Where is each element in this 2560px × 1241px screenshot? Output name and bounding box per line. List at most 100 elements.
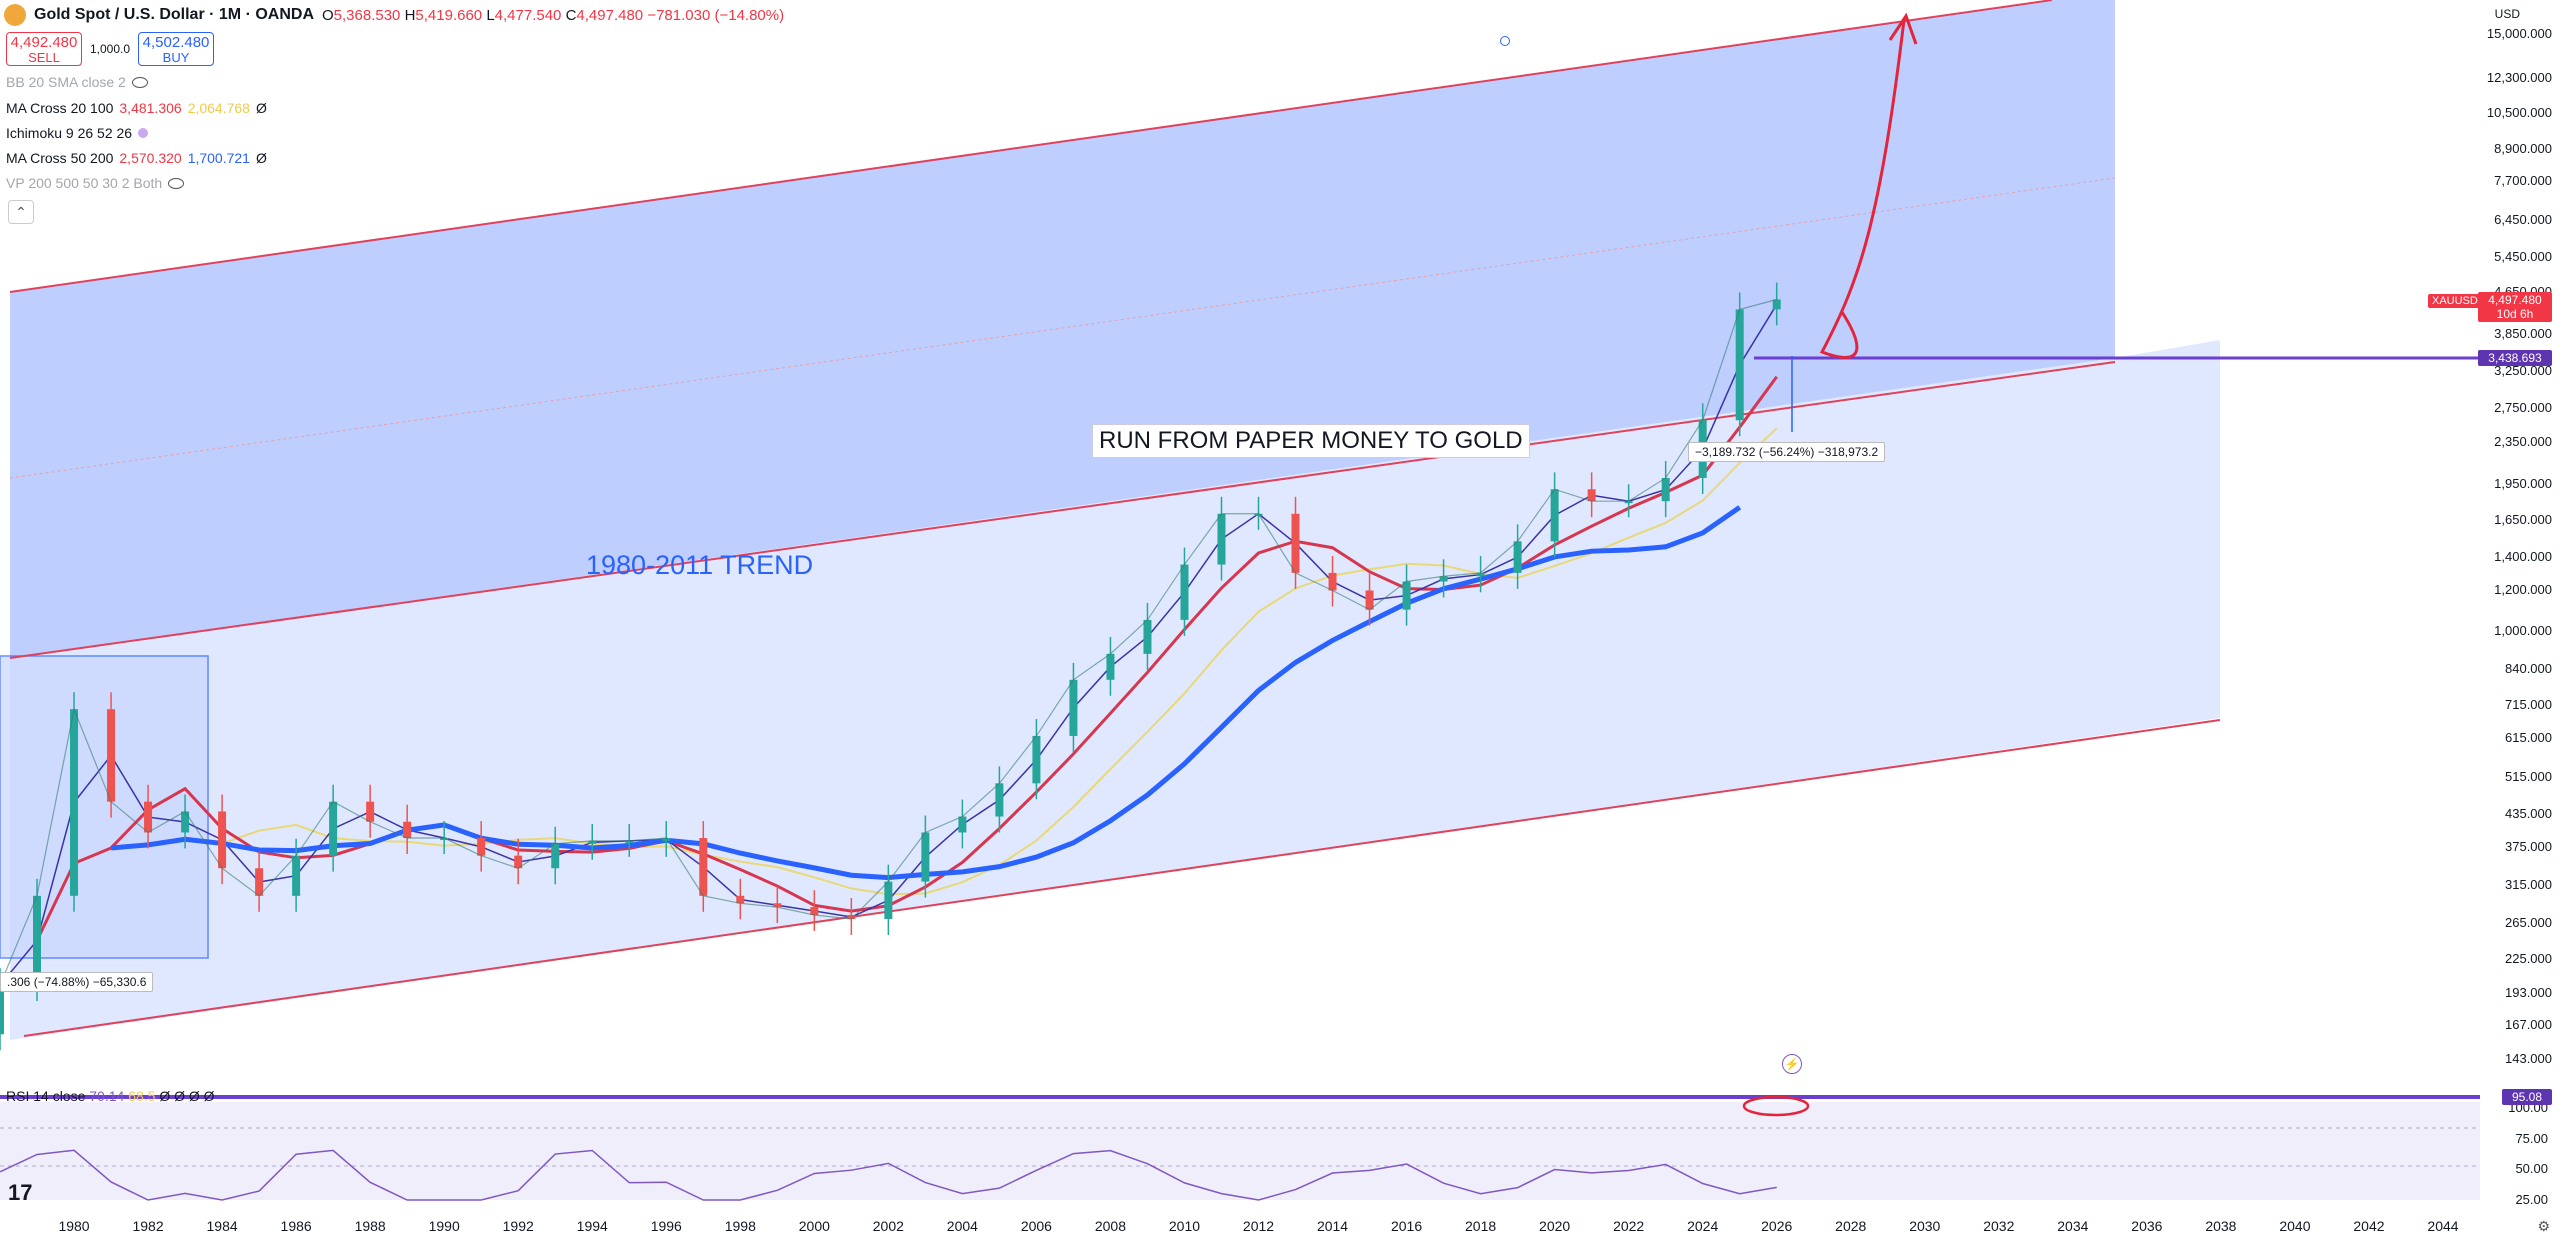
rsi-line xyxy=(0,1149,1777,1201)
last-price-tag: 4,497.480 10d 6h xyxy=(2478,292,2552,322)
time-axis-label: 2014 xyxy=(1316,1218,1349,1234)
time-axis-label: 2040 xyxy=(2279,1218,2311,1234)
annotation-run-text[interactable]: RUN FROM PAPER MONEY TO GOLD xyxy=(1092,424,1530,458)
price-candle xyxy=(736,895,745,904)
time-axis-label: 2036 xyxy=(2131,1218,2163,1234)
time-axis-label: 1988 xyxy=(354,1218,386,1234)
indicator-vp[interactable]: VP 200 500 50 30 2 Both xyxy=(6,175,185,191)
time-axis-label: 2002 xyxy=(872,1218,904,1234)
price-candle xyxy=(1291,513,1300,573)
buy-button[interactable]: 4,502.480 BUY xyxy=(138,32,215,66)
price-axis-label: 193.000 xyxy=(2505,984,2552,1000)
gold-symbol-icon xyxy=(4,4,26,26)
price-axis-label: 435.000 xyxy=(2505,805,2552,821)
price-candle xyxy=(33,895,42,986)
price-axis-label: 10,500.000 xyxy=(2486,104,2552,120)
currency-label[interactable]: USD xyxy=(2494,7,2520,21)
close-value: 4,497.480 xyxy=(576,6,644,24)
price-candle xyxy=(921,832,930,882)
ohlc-readout: O5,368.530 H5,419.660 L4,477.540 C4,497.… xyxy=(322,7,784,24)
horizontal-line-tag: 3,438.693 xyxy=(2478,350,2552,366)
buy-price: 4,502.480 xyxy=(142,34,210,51)
channel-top-line xyxy=(9,0,2053,293)
price-candle xyxy=(107,709,116,802)
sell-label: SELL xyxy=(28,50,60,65)
measure-label-right[interactable]: −3,189.732 (−56.24%) −318,973.2 xyxy=(1688,442,1886,462)
price-candle xyxy=(588,840,597,844)
indicator-ma2-value1: 2,570.320 xyxy=(119,150,182,166)
price-candle xyxy=(958,816,967,833)
collapse-legend-button[interactable]: ⌃ xyxy=(8,200,34,224)
high-value: 5,419.660 xyxy=(415,6,483,24)
price-axis-label: 1,000.000 xyxy=(2494,622,2552,638)
change-value: −781.030 (−14.80%) xyxy=(647,6,785,24)
time-axis-label: 2016 xyxy=(1390,1218,1423,1234)
rsi-panel-bg xyxy=(0,1102,2480,1200)
price-axis-label: 840.000 xyxy=(2505,661,2552,677)
price-candle xyxy=(1439,576,1448,582)
low-value: 4,477.540 xyxy=(494,6,562,24)
channel-median-line xyxy=(9,177,2116,479)
price-candle xyxy=(773,903,782,908)
rsi-line-tag: 95.08 xyxy=(2502,1089,2552,1105)
price-candle xyxy=(477,838,486,856)
rsi-label: RSI 14 close xyxy=(6,1088,86,1104)
price-axis-label: 515.000 xyxy=(2505,768,2552,784)
open-value: 5,368.530 xyxy=(333,6,401,24)
time-axis-label: 1984 xyxy=(206,1218,238,1234)
hidden-eye-icon[interactable] xyxy=(131,76,148,88)
price-axis-label: 1,650.000 xyxy=(2494,512,2552,528)
indicator-bb[interactable]: BB 20 SMA close 2 xyxy=(6,74,148,90)
lower-channel-fill xyxy=(10,340,2220,1040)
bar-countdown: 10d 6h xyxy=(2496,307,2534,321)
gear-icon[interactable]: ⚙ xyxy=(2537,1218,2550,1234)
price-axis-label: 2,350.000 xyxy=(2494,434,2552,450)
symbol-title[interactable]: Gold Spot / U.S. Dollar · 1M · OANDA xyxy=(34,6,314,23)
rsi-axis-label: 50.00 xyxy=(2515,1161,2548,1177)
indicator-ichimoku[interactable]: Ichimoku 9 26 52 26 xyxy=(6,125,149,141)
time-axis-label: 2004 xyxy=(946,1218,978,1234)
indicator-ma-cross-2[interactable]: MA Cross 50 200 2,570.320 1,700.721 Ø xyxy=(6,150,267,166)
price-candle xyxy=(810,907,819,915)
price-candle xyxy=(1513,541,1522,573)
price-candle xyxy=(1735,309,1744,421)
price-candle xyxy=(144,801,153,833)
measure-label-left[interactable]: .306 (−74.88%) −65,330.6 xyxy=(0,972,154,992)
indicator-ichimoku-label: Ichimoku 9 26 52 26 xyxy=(6,125,133,141)
low-label: L xyxy=(486,6,495,24)
time-axis-label: 2020 xyxy=(1539,1218,1571,1234)
price-candle xyxy=(1032,735,1041,784)
time-axis-label: 1980 xyxy=(58,1218,90,1234)
price-candle xyxy=(218,811,227,869)
quantity-field[interactable]: 1,000.0 xyxy=(90,42,131,56)
price-candle xyxy=(1476,572,1485,577)
symbol-header[interactable]: Gold Spot / U.S. Dollar · 1M · OANDA O5,… xyxy=(4,4,784,26)
lightning-icon[interactable]: ⚡ xyxy=(1782,1054,1802,1074)
price-candle xyxy=(625,840,634,843)
time-axis-label: 2028 xyxy=(1835,1218,1867,1234)
hidden-eye-icon[interactable] xyxy=(168,177,185,189)
indicator-ma1-label: MA Cross 20 100 xyxy=(6,100,114,116)
marker-circle xyxy=(1500,36,1510,46)
price-candle xyxy=(1587,489,1596,502)
rsi-highlight-circle xyxy=(1742,1095,1810,1117)
time-axis-label: 2044 xyxy=(2427,1218,2459,1234)
price-candle xyxy=(70,709,79,896)
price-axis-label: 315.000 xyxy=(2505,877,2552,893)
rsi-legend[interactable]: RSI 14 close 70.14 68.5 Ø Ø Ø Ø xyxy=(6,1088,215,1104)
price-axis-label: 2,750.000 xyxy=(2494,399,2552,415)
price-candle xyxy=(1402,581,1411,610)
price-axis-label: 3,850.000 xyxy=(2494,325,2552,341)
time-axis-label: 1996 xyxy=(650,1218,682,1234)
upper-channel-fill xyxy=(10,0,2115,658)
ma-red-line xyxy=(35,375,1778,942)
annotation-trend-text[interactable]: 1980-2011 TREND xyxy=(586,550,814,580)
price-candle xyxy=(1550,489,1559,542)
price-axis-label: 3,250.000 xyxy=(2494,363,2552,379)
indicator-ma-cross-1[interactable]: MA Cross 20 100 3,481.306 2,064.768 Ø xyxy=(6,100,267,116)
price-axis-label: 8,900.000 xyxy=(2494,141,2552,157)
sell-button[interactable]: 4,492.480 SELL xyxy=(6,32,82,66)
symbol-tag: XAUUSD xyxy=(2428,294,2482,308)
